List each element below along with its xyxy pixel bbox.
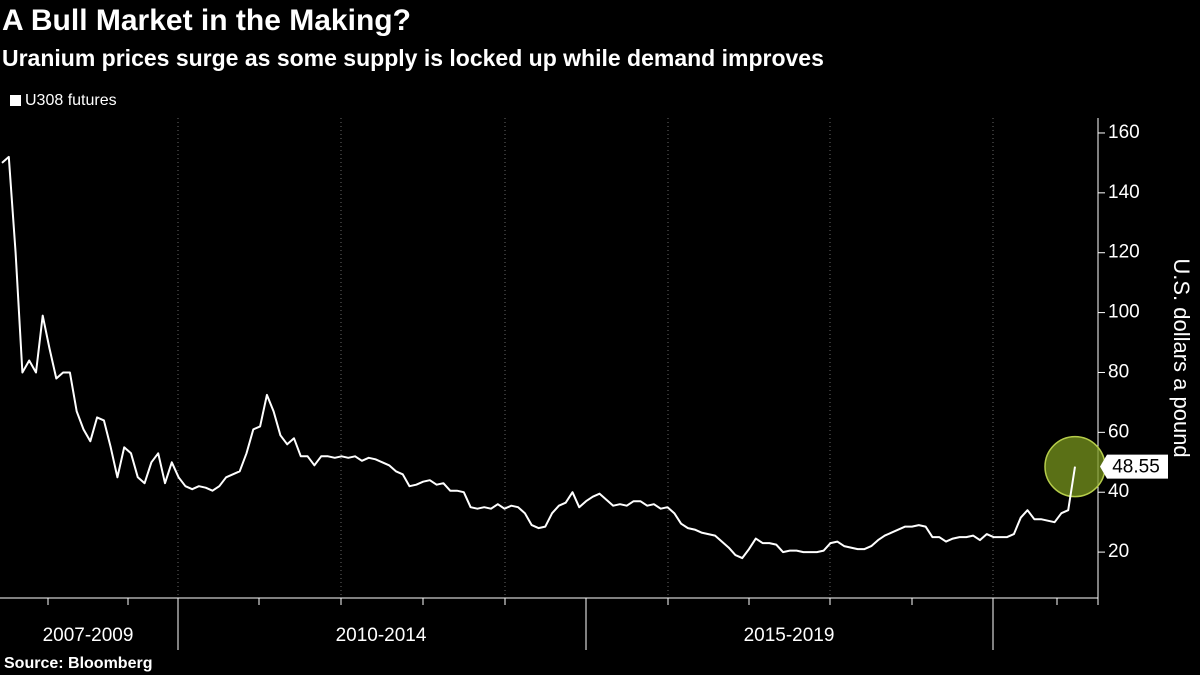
value-label: 48.55 [1112,457,1160,478]
x-group-label: 2010-2014 [336,625,427,646]
chart-title: A Bull Market in the Making? [2,4,411,37]
value-label-box [1100,454,1168,479]
chart-subtitle: Uranium prices surge as some supply is l… [2,45,824,71]
line [1,155,1076,560]
y-tick-label: 80 [1108,361,1129,382]
y-tick-label: 140 [1108,182,1140,203]
legend-label: U308 futures [25,92,117,109]
y-axis-label: U.S. dollars a pound [1169,258,1194,457]
y-tick-label: 100 [1108,302,1140,323]
x-group-label: 2015-2019 [744,625,835,646]
legend-swatch [10,95,21,106]
y-tick-label: 40 [1108,481,1129,502]
y-tick-label: 20 [1108,541,1129,562]
source: Source: Bloomberg [4,655,152,672]
y-tick-label: 120 [1108,242,1140,263]
y-tick-label: 160 [1108,122,1140,143]
x-group-label: 2007-2009 [43,625,134,646]
y-tick-label: 60 [1108,421,1129,442]
